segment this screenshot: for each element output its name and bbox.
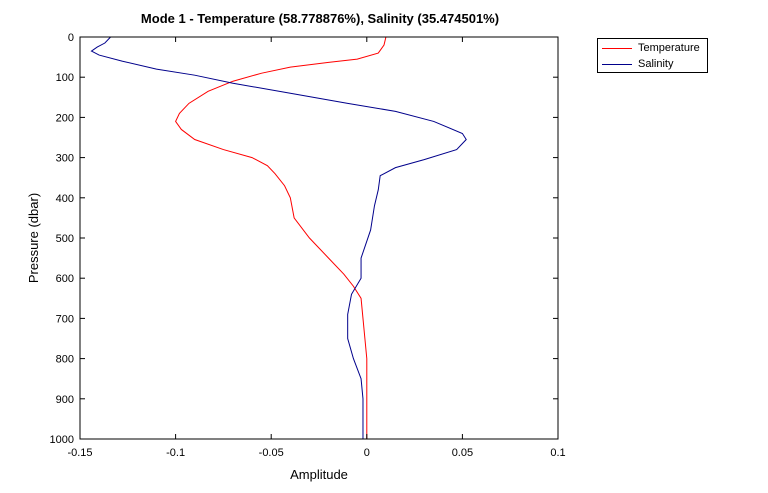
x-tick-label: 0.1 <box>550 447 565 459</box>
series-line-salinity <box>90 36 467 439</box>
y-tick-label: 600 <box>56 273 74 285</box>
y-tick-label: 1000 <box>50 434 74 446</box>
series-line-temperature <box>175 36 387 439</box>
plot-area-frame <box>79 36 559 440</box>
legend-item-temperature: Temperature <box>602 41 700 55</box>
legend: Temperature Salinity <box>597 38 708 73</box>
x-tick-label: -0.05 <box>259 447 284 459</box>
chart-title: Mode 1 - Temperature (58.778876%), Salin… <box>141 11 499 26</box>
x-axis: -0.15 -0.1 -0.05 0 0.05 0.1 <box>67 37 566 459</box>
y-axis: 0 100 200 300 400 500 600 700 800 900 1000 <box>50 32 558 446</box>
y-tick-label: 400 <box>56 193 74 205</box>
legend-item-salinity: Salinity <box>602 57 673 71</box>
legend-label-temperature: Temperature <box>638 42 700 54</box>
y-tick-label: 500 <box>56 233 74 245</box>
x-tick-label: 0 <box>364 447 370 459</box>
x-tick-label: 0.05 <box>452 447 473 459</box>
x-tick-label: -0.1 <box>166 447 185 459</box>
legend-swatch-temperature <box>602 47 632 49</box>
series-layer <box>90 36 467 439</box>
x-tick-label: -0.15 <box>67 447 92 459</box>
y-tick-label: 700 <box>56 313 74 325</box>
x-axis-label: Amplitude <box>290 467 348 482</box>
y-axis-label: Pressure (dbar) <box>26 193 41 283</box>
legend-label-salinity: Salinity <box>638 58 674 70</box>
y-tick-label: 800 <box>56 354 74 366</box>
y-tick-label: 300 <box>56 153 74 165</box>
y-tick-label: 100 <box>56 72 74 84</box>
legend-swatch-salinity <box>602 63 632 65</box>
y-tick-label: 0 <box>68 32 74 44</box>
y-tick-label: 200 <box>56 112 74 124</box>
y-tick-label: 900 <box>56 394 74 406</box>
